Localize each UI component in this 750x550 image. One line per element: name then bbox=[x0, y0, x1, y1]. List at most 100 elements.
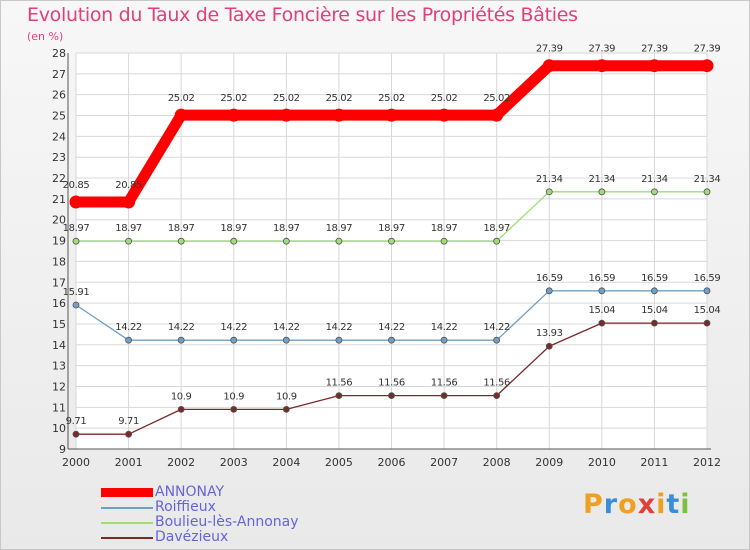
data-label: 25.02 bbox=[220, 93, 247, 104]
data-point bbox=[598, 287, 606, 295]
data-label: 15.91 bbox=[63, 287, 90, 298]
data-label: 15.04 bbox=[641, 305, 668, 316]
data-point bbox=[72, 430, 80, 438]
data-label: 27.39 bbox=[589, 44, 616, 55]
data-point bbox=[440, 237, 448, 245]
data-point bbox=[177, 336, 185, 344]
data-label: 18.97 bbox=[115, 223, 142, 234]
logo-letter: P bbox=[583, 489, 604, 520]
data-point bbox=[335, 392, 343, 400]
data-label: 10.9 bbox=[171, 391, 192, 402]
y-tick-label: 24 bbox=[52, 130, 66, 143]
data-label: 27.39 bbox=[641, 44, 668, 55]
data-label: 18.97 bbox=[378, 223, 405, 234]
data-point bbox=[651, 319, 658, 327]
x-tick-label: 2004 bbox=[272, 456, 300, 469]
data-label: 25.02 bbox=[168, 93, 195, 104]
data-point bbox=[440, 392, 448, 400]
data-label: 20.85 bbox=[63, 180, 90, 191]
data-point bbox=[388, 336, 395, 344]
data-label: 15.04 bbox=[694, 305, 721, 316]
chart-title: Evolution du Taux de Taxe Foncière sur l… bbox=[27, 4, 578, 26]
data-label: 18.97 bbox=[431, 223, 458, 234]
data-point bbox=[230, 405, 238, 413]
logo-letter: r bbox=[603, 489, 619, 520]
data-label: 10.9 bbox=[223, 391, 244, 402]
logo-letter: t bbox=[666, 489, 681, 520]
y-tick-label: 25 bbox=[52, 110, 66, 123]
data-point bbox=[545, 188, 553, 196]
chart-unit-label: (en %) bbox=[27, 30, 64, 43]
data-label: 16.59 bbox=[694, 273, 721, 284]
data-label: 14.22 bbox=[168, 322, 195, 333]
data-point bbox=[385, 108, 398, 122]
data-point bbox=[125, 336, 132, 344]
y-tick-label: 13 bbox=[52, 360, 66, 373]
data-label: 20.85 bbox=[115, 180, 142, 191]
x-tick-label: 2002 bbox=[167, 456, 195, 469]
x-tick-label: 2010 bbox=[588, 456, 616, 469]
proxiti-logo: Proxiti bbox=[583, 489, 691, 520]
x-tick-label: 2006 bbox=[378, 456, 406, 469]
proxiti-logo-text: Proxiti bbox=[583, 489, 691, 520]
legend-label: ANNONAY bbox=[155, 484, 225, 500]
x-tick-label: 2012 bbox=[693, 456, 721, 469]
data-label: 10.9 bbox=[276, 391, 297, 402]
data-label: 25.02 bbox=[378, 93, 405, 104]
data-label: 13.93 bbox=[536, 328, 563, 339]
data-label: 15.04 bbox=[589, 305, 616, 316]
data-label: 21.34 bbox=[694, 174, 721, 185]
x-tick-label: 2008 bbox=[483, 456, 511, 469]
legend-item: ANNONAY bbox=[101, 485, 299, 500]
legend-item: Roiffieux bbox=[101, 500, 299, 515]
y-tick-label: 20 bbox=[52, 214, 66, 227]
y-tick-label: 17 bbox=[52, 276, 66, 289]
data-point bbox=[230, 336, 238, 344]
data-label: 21.34 bbox=[589, 174, 616, 185]
data-point bbox=[700, 59, 714, 73]
data-label: 18.97 bbox=[168, 223, 195, 234]
legend-item: Boulieu-lès-Annonay bbox=[101, 515, 299, 530]
y-tick-label: 15 bbox=[52, 318, 66, 331]
data-point bbox=[388, 237, 395, 245]
data-label: 18.97 bbox=[273, 223, 300, 234]
data-point bbox=[542, 59, 556, 73]
data-point bbox=[177, 237, 185, 245]
legend-swatch bbox=[101, 488, 153, 497]
data-label: 14.22 bbox=[326, 322, 353, 333]
legend-item: Davézieux bbox=[101, 530, 299, 545]
legend-label: Roiffieux bbox=[155, 499, 216, 515]
data-label: 14.22 bbox=[273, 322, 300, 333]
data-label: 25.02 bbox=[273, 93, 300, 104]
data-point bbox=[703, 188, 711, 196]
logo-letter: i bbox=[680, 489, 691, 520]
data-point bbox=[545, 287, 553, 295]
data-point bbox=[282, 405, 290, 413]
data-point bbox=[69, 195, 83, 209]
data-point bbox=[174, 108, 188, 122]
data-label: 9.71 bbox=[66, 416, 87, 427]
data-point bbox=[703, 287, 711, 295]
series-lines bbox=[69, 59, 714, 438]
data-point bbox=[282, 336, 290, 344]
data-label: 27.39 bbox=[694, 44, 721, 55]
x-tick-label: 2003 bbox=[220, 456, 248, 469]
data-point bbox=[493, 336, 501, 344]
data-label: 11.56 bbox=[326, 378, 353, 389]
data-point bbox=[651, 287, 658, 295]
data-label: 9.71 bbox=[118, 416, 139, 427]
data-label: 25.02 bbox=[431, 93, 458, 104]
y-tick-label: 21 bbox=[52, 193, 66, 206]
data-label: 14.22 bbox=[483, 322, 510, 333]
legend-swatch bbox=[101, 506, 153, 509]
data-point bbox=[227, 108, 241, 122]
legend-label: Davézieux bbox=[155, 529, 229, 545]
data-point bbox=[647, 59, 661, 73]
data-point bbox=[282, 237, 290, 245]
data-point bbox=[125, 237, 132, 245]
y-tick-label: 9 bbox=[59, 443, 66, 456]
data-point bbox=[335, 237, 343, 245]
data-point bbox=[335, 336, 343, 344]
